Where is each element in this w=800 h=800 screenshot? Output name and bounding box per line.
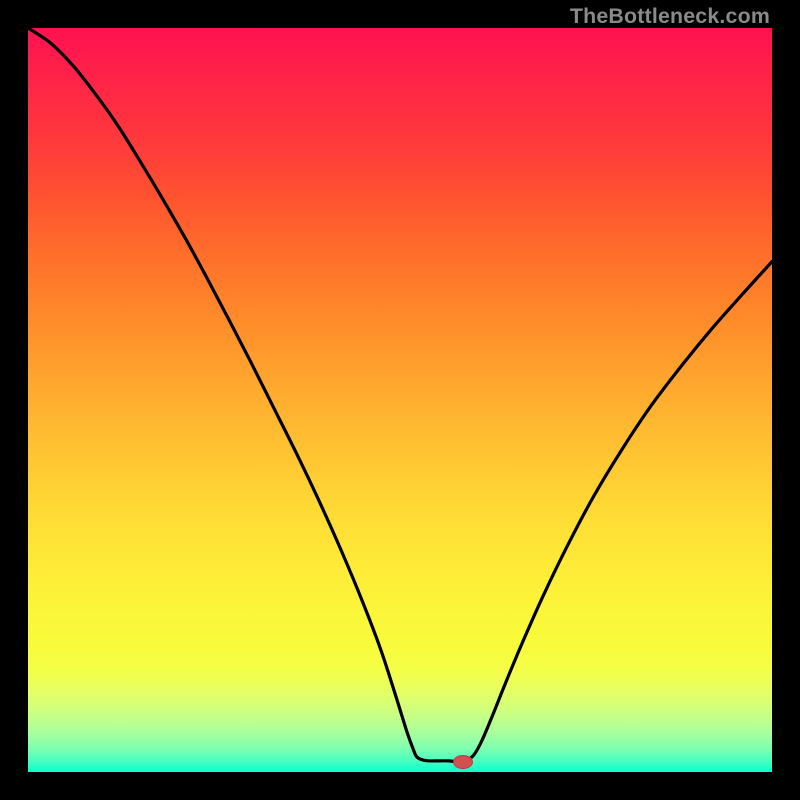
curve-layer — [28, 28, 772, 772]
min-point-marker — [453, 755, 473, 769]
bottleneck-curve — [28, 28, 772, 762]
watermark: TheBottleneck.com — [570, 4, 770, 29]
chart-frame: TheBottleneck.com — [0, 0, 800, 800]
plot-area — [28, 28, 772, 772]
